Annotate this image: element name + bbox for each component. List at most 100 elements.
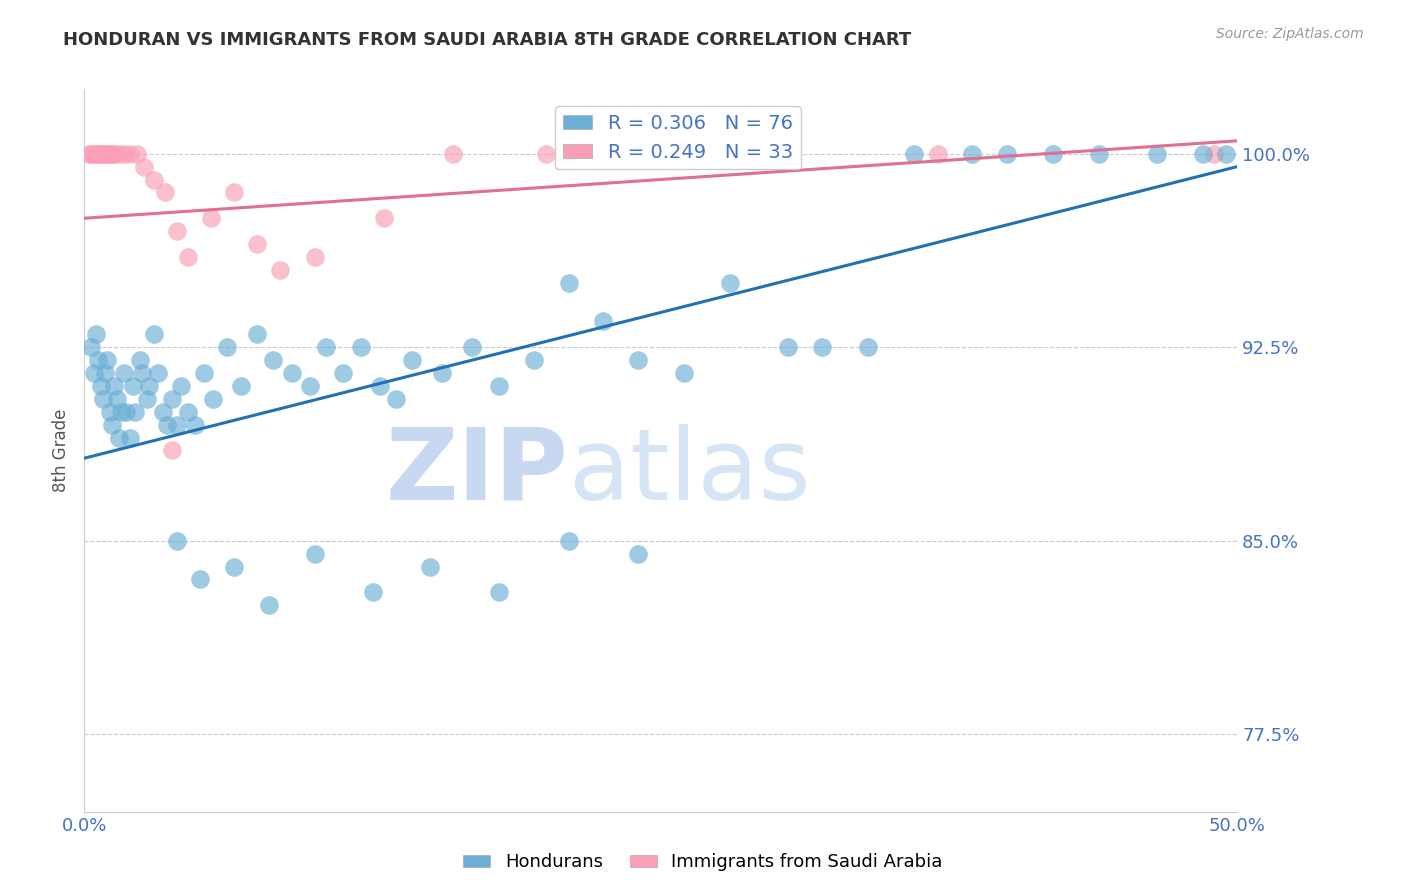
Point (108, 431, 131, 445)
Point (332, 366, 354, 380)
Point (96, 353, 118, 368)
Point (134, 160, 156, 174)
Point (101, 146, 124, 161)
Point (103, 146, 125, 161)
Point (269, 263, 291, 277)
Point (193, 366, 215, 380)
Point (177, 405, 200, 419)
Point (1204, 146, 1226, 161)
Point (115, 405, 138, 419)
Point (184, 417, 207, 432)
Point (83, 366, 105, 380)
Text: HONDURAN VS IMMIGRANTS FROM SAUDI ARABIA 8TH GRADE CORRELATION CHART: HONDURAN VS IMMIGRANTS FROM SAUDI ARABIA… (63, 31, 911, 49)
Point (488, 585, 510, 599)
Point (124, 405, 146, 419)
Point (224, 186, 246, 200)
Point (557, 276, 579, 290)
Point (166, 417, 188, 432)
Point (87, 353, 110, 368)
Point (91, 146, 114, 161)
Point (98, 405, 121, 419)
Point (80, 146, 103, 161)
Point (811, 340, 834, 354)
Point (776, 340, 799, 354)
Point (101, 417, 124, 432)
Point (152, 405, 174, 419)
Y-axis label: 8th Grade: 8th Grade (52, 409, 70, 492)
Point (1088, 146, 1111, 161)
Point (98, 146, 121, 161)
Text: ZIP: ZIP (385, 424, 568, 521)
Text: atlas: atlas (568, 424, 810, 521)
Point (246, 327, 269, 342)
Point (430, 366, 453, 380)
Point (135, 392, 157, 406)
Point (224, 559, 246, 574)
Point (170, 379, 193, 393)
Point (200, 211, 222, 226)
Point (304, 250, 326, 264)
Point (627, 353, 650, 368)
Point (94, 146, 117, 161)
Point (401, 353, 423, 368)
Point (557, 533, 579, 548)
Point (419, 559, 441, 574)
Point (89, 146, 111, 161)
Point (1215, 146, 1237, 161)
Point (461, 340, 484, 354)
Point (96, 146, 118, 161)
Point (110, 405, 132, 419)
Point (304, 547, 326, 561)
Point (127, 146, 149, 161)
Point (1146, 146, 1168, 161)
Point (281, 366, 304, 380)
Point (112, 366, 135, 380)
Point (696, 146, 718, 161)
Point (299, 379, 322, 393)
Point (368, 379, 391, 393)
Point (108, 146, 131, 161)
Point (592, 314, 614, 328)
Point (84, 146, 107, 161)
Point (142, 172, 165, 186)
Point (960, 146, 983, 161)
Point (83, 146, 105, 161)
Point (718, 276, 741, 290)
Point (160, 392, 183, 406)
Point (121, 379, 143, 393)
Point (1191, 146, 1213, 161)
Point (160, 443, 183, 458)
Point (120, 431, 142, 445)
Legend: R = 0.306   N = 76, R = 0.249   N = 33: R = 0.306 N = 76, R = 0.249 N = 33 (555, 106, 800, 169)
Point (523, 353, 546, 368)
Point (350, 340, 373, 354)
Point (246, 237, 269, 252)
Point (627, 547, 650, 561)
Point (105, 392, 128, 406)
Point (361, 585, 384, 599)
Point (103, 379, 125, 393)
Point (1042, 146, 1064, 161)
Point (534, 146, 557, 161)
Point (441, 146, 464, 161)
Point (91, 392, 114, 406)
Point (77, 146, 100, 161)
Point (202, 392, 225, 406)
Point (120, 146, 142, 161)
Point (177, 250, 200, 264)
Point (153, 186, 176, 200)
Point (142, 327, 165, 342)
Point (94, 366, 117, 380)
Point (84, 327, 107, 342)
Point (87, 146, 110, 161)
Point (488, 379, 510, 393)
Point (166, 533, 188, 548)
Point (384, 392, 406, 406)
Point (995, 146, 1018, 161)
Point (188, 573, 211, 587)
Point (257, 599, 280, 613)
Point (315, 340, 337, 354)
Point (262, 353, 284, 368)
Point (112, 146, 135, 161)
Point (138, 379, 160, 393)
